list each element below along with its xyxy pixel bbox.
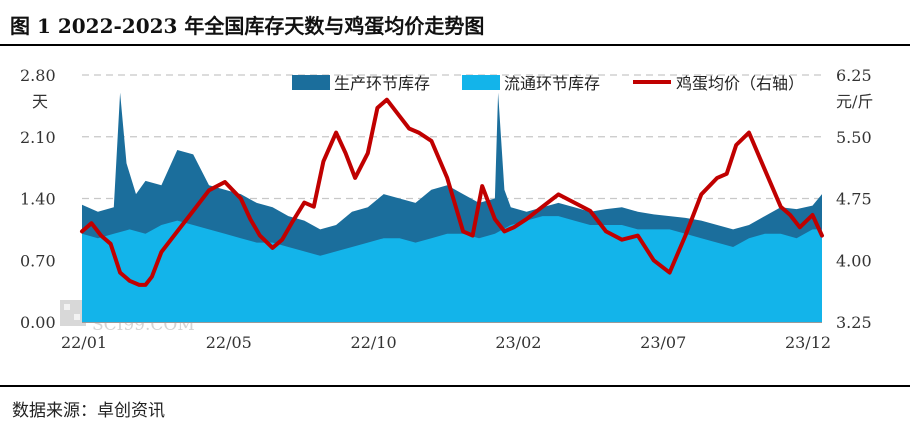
x-tick-label: 22/05 bbox=[206, 333, 252, 352]
bottom-rule bbox=[0, 385, 910, 387]
y-right-tick-label: 4.75 bbox=[836, 190, 872, 209]
legend-label-production: 生产环节库存 bbox=[334, 74, 430, 93]
y-right-tick-label: 6.25 bbox=[836, 66, 872, 85]
watermark-logo-cell bbox=[64, 304, 70, 310]
watermark-logo-cell bbox=[74, 314, 80, 320]
y-right-unit: 元/斤 bbox=[836, 92, 873, 111]
egg-price-line bbox=[80, 97, 824, 287]
legend: 生产环节库存 流通环节库存 鸡蛋均价（右轴） bbox=[292, 74, 804, 93]
legend-swatch-production bbox=[292, 75, 330, 90]
chart-title: 图 1 2022-2023 年全国库存天数与鸡蛋均价走势图 bbox=[10, 14, 485, 38]
y-right-tick-label: 4.00 bbox=[836, 251, 872, 270]
y-left-tick-label: 0.70 bbox=[20, 251, 56, 270]
y-left-unit: 天 bbox=[32, 92, 48, 111]
x-tick-label: 23/02 bbox=[495, 333, 541, 352]
series-layer bbox=[80, 92, 824, 322]
y-right-tick-label: 5.50 bbox=[836, 128, 872, 147]
y-left-tick-label: 0.00 bbox=[20, 313, 56, 332]
y-right-tick-label: 3.25 bbox=[836, 313, 872, 332]
top-rule bbox=[0, 44, 910, 46]
source-note: 数据来源：卓创资讯 bbox=[12, 401, 165, 421]
x-tick-label: 22/01 bbox=[61, 333, 107, 352]
y-left-tick-label: 1.40 bbox=[20, 190, 56, 209]
legend-label-circulation: 流通环节库存 bbox=[504, 74, 600, 93]
y-left-tick-label: 2.80 bbox=[20, 66, 56, 85]
legend-label-price: 鸡蛋均价（右轴） bbox=[676, 74, 804, 93]
y-left-tick-label: 2.10 bbox=[20, 128, 56, 147]
circulation-inventory-area bbox=[82, 216, 822, 322]
legend-swatch-circulation bbox=[462, 75, 500, 90]
x-tick-label: 23/12 bbox=[785, 333, 831, 352]
x-tick-label: 23/07 bbox=[640, 333, 686, 352]
x-tick-label: 22/10 bbox=[351, 333, 397, 352]
axes: 0.00 0.70 1.40 2.10 2.80 天 3.25 4.00 4.75 5.50 6.2… bbox=[20, 66, 873, 352]
title-bar: 图 1 2022-2023 年全国库存天数与鸡蛋均价走势图 bbox=[0, 0, 910, 46]
